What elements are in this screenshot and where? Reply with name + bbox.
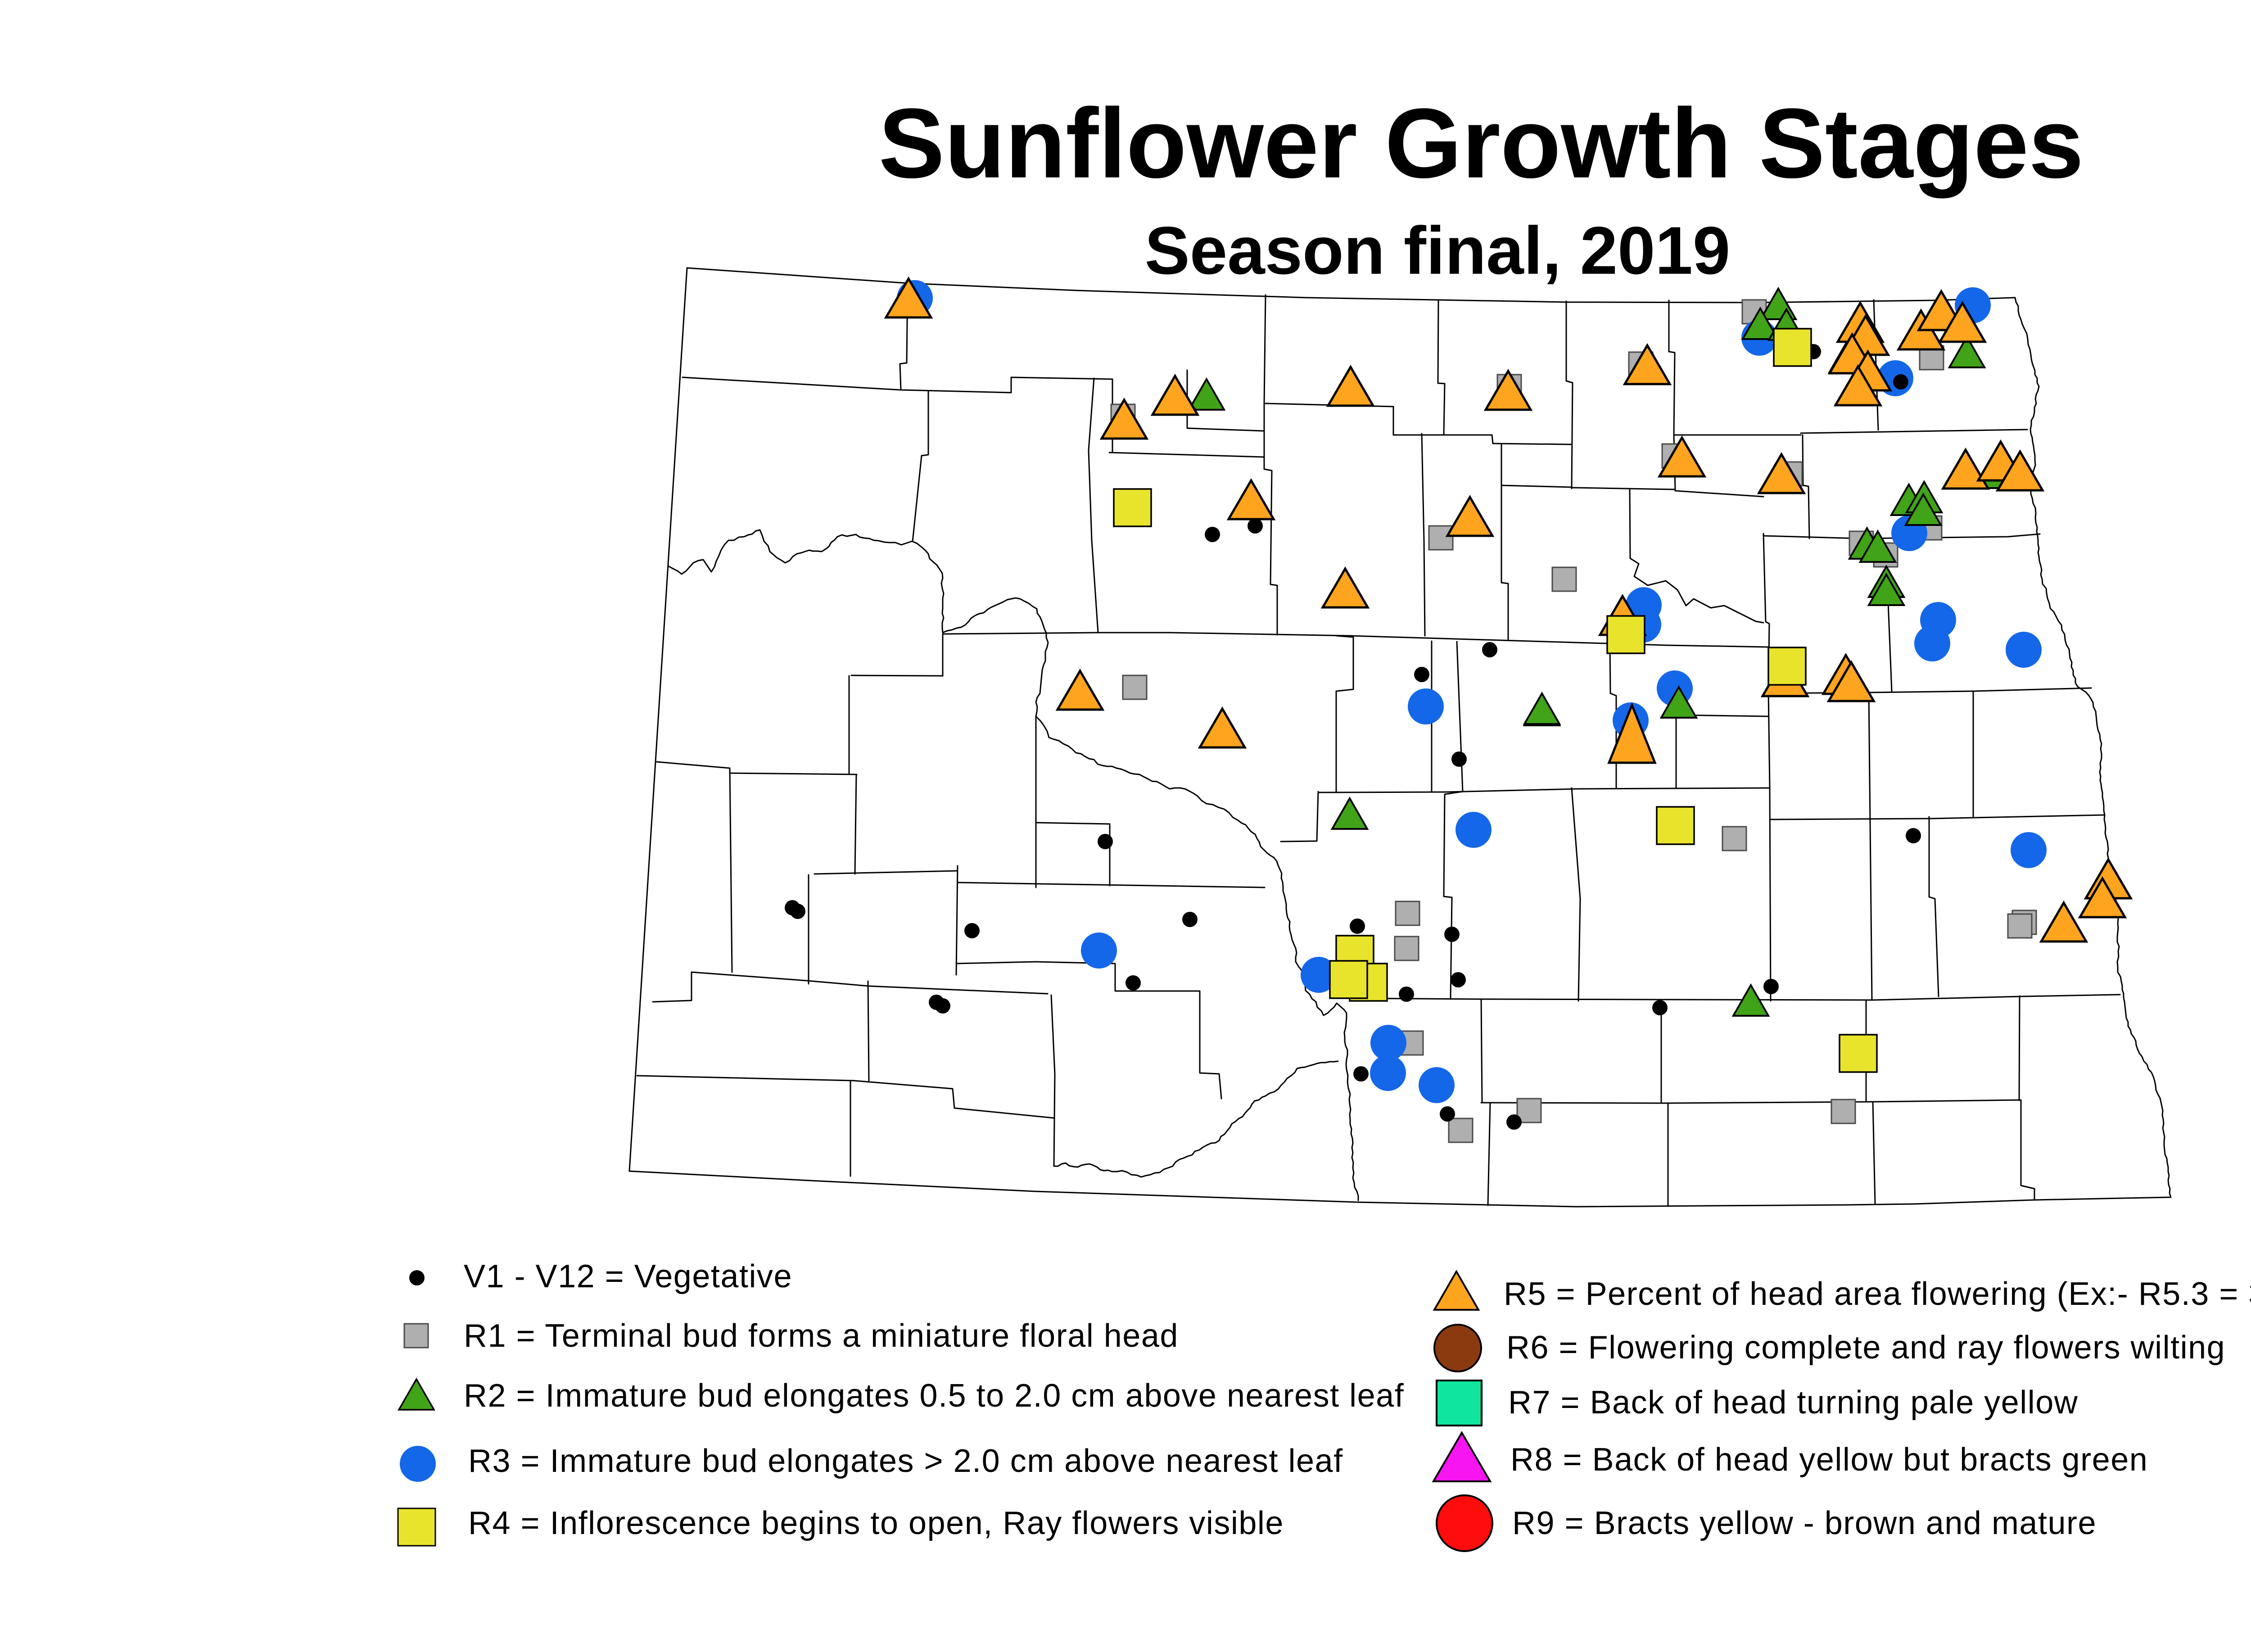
- svg-text:R2 = Immature bud elongates 0.: R2 = Immature bud elongates 0.5 to 2.0 c…: [464, 1378, 1404, 1414]
- svg-text:R9 = Bracts yellow - brown and: R9 = Bracts yellow - brown and mature: [1512, 1505, 2097, 1541]
- svg-text:R7 = Back of head turning pale: R7 = Back of head turning pale yellow: [1508, 1385, 2078, 1421]
- svg-text:R1 = Terminal bud forms a mini: R1 = Terminal bud forms a miniature flor…: [464, 1318, 1179, 1354]
- svg-text:R8 = Back of head yellow but b: R8 = Back of head yellow but bracts gree…: [1510, 1442, 2148, 1478]
- svg-text:R4 = Inflorescence begins to o: R4 = Inflorescence begins to open, Ray f…: [468, 1505, 1284, 1541]
- svg-text:R6 = Flowering complete and ra: R6 = Flowering complete and ray flowers …: [1506, 1330, 2225, 1366]
- svg-text:R5 = Percent of head area flow: R5 = Percent of head area flowering (Ex:…: [1504, 1276, 2251, 1312]
- svg-text:V1 - V12 = Vegetative: V1 - V12 = Vegetative: [464, 1258, 792, 1294]
- svg-text:Season final, 2019: Season final, 2019: [1145, 213, 1731, 288]
- svg-text:Sunflower Growth Stages: Sunflower Growth Stages: [879, 88, 2084, 199]
- svg-text:R3 = Immature bud elongates >: R3 = Immature bud elongates > 2.0 cm abo…: [468, 1443, 1343, 1479]
